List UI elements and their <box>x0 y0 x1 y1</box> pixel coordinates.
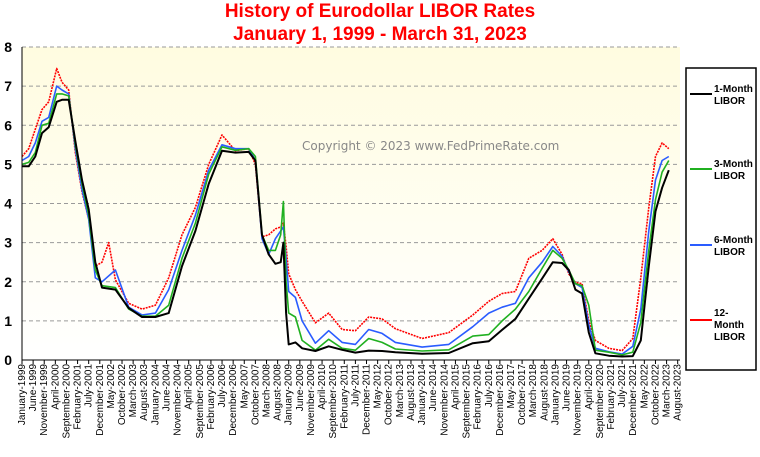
x-tick-label: January-2004 <box>150 364 161 426</box>
x-tick-label: September-2020 <box>595 364 606 439</box>
x-tick-label: July-2021 <box>617 364 628 408</box>
x-tick-label: December-2016 <box>495 364 506 436</box>
x-tick-label: December-2021 <box>628 364 639 436</box>
y-tick-label: 3 <box>4 235 12 251</box>
x-tick-label: November-1999 <box>39 364 50 436</box>
legend-label: 1-Month <box>714 84 753 95</box>
chart-title: History of Eurodollar LIBOR Rates <box>224 1 536 22</box>
x-tick-label: January-2014 <box>417 364 428 426</box>
x-tick-label: February-2011 <box>339 364 350 429</box>
x-tick-label: September-2010 <box>328 364 339 439</box>
y-tick-label: 1 <box>4 313 12 329</box>
x-tick-label: March-2018 <box>528 364 539 418</box>
y-tick-label: 2 <box>4 274 12 290</box>
x-tick-label: December-2011 <box>362 364 373 435</box>
y-tick-label: 7 <box>4 78 12 94</box>
x-tick-label: June-1999 <box>28 364 39 412</box>
x-tick-label: September-2015 <box>462 364 473 439</box>
x-tick-label: July-2016 <box>484 364 495 408</box>
x-tick-label: April-2005 <box>184 364 195 410</box>
x-tick-label: April-2000 <box>50 364 61 410</box>
x-tick-label: October-2002 <box>117 364 128 426</box>
x-tick-label: May-2022 <box>639 364 650 409</box>
x-tick-label: March-2003 <box>128 364 139 418</box>
x-tick-label: January-1999 <box>17 364 28 426</box>
x-tick-label: August-2008 <box>273 364 284 421</box>
series-line <box>22 98 670 358</box>
x-tick-label: December-2001 <box>95 364 106 436</box>
x-tick-label: April-2010 <box>317 364 328 410</box>
legend: 1-MonthLIBOR3-MonthLIBOR6-MonthLIBOR12-M… <box>690 84 753 343</box>
y-tick-label: 0 <box>4 352 12 368</box>
legend-label: LIBOR <box>714 96 746 107</box>
x-tick-label: October-2022 <box>650 364 661 426</box>
x-tick-label: January-2019 <box>550 364 561 426</box>
legend-label: 6-Month <box>714 235 753 246</box>
x-tick-label: July-2001 <box>84 364 95 408</box>
legend-label: LIBOR <box>714 332 746 343</box>
x-tick-label: September-2005 <box>195 364 206 439</box>
x-tick-label: May-2007 <box>239 364 250 409</box>
copyright-watermark: Copyright © 2023 www.FedPrimeRate.com <box>302 139 559 153</box>
gridlines <box>22 46 680 322</box>
x-tick-label: August-2023 <box>673 364 684 421</box>
x-tick-label: April-2020 <box>584 364 595 410</box>
legend-label: LIBOR <box>714 171 746 182</box>
x-tick-label: June-2019 <box>562 364 573 412</box>
x-tick-label: March-2023 <box>662 364 673 418</box>
x-tick-label: February-2021 <box>606 364 617 430</box>
x-tick-label: May-2002 <box>106 364 117 409</box>
x-tick-label: July-2011 <box>350 364 361 407</box>
x-tick-label: June-2014 <box>428 364 439 412</box>
x-tick-label: December-2006 <box>228 364 239 436</box>
x-tick-label: November-2004 <box>173 364 184 436</box>
x-tick-label: February-2016 <box>473 364 484 430</box>
x-tick-label: October-2017 <box>517 364 528 426</box>
x-tick-label: February-2006 <box>206 364 217 430</box>
x-tick-label: November-2019 <box>573 364 584 436</box>
y-axis-ticks: 0 1 2 3 4 5 6 7 8 <box>4 39 12 368</box>
x-tick-label: August-2018 <box>539 364 550 421</box>
x-tick-label: February-2001 <box>73 364 84 430</box>
x-tick-label: January-2009 <box>284 364 295 426</box>
x-tick-label: July-2006 <box>217 364 228 408</box>
y-tick-label: 4 <box>4 196 12 212</box>
y-tick-label: 6 <box>4 117 12 133</box>
y-tick-label: 5 <box>4 156 12 172</box>
x-tick-label: August-2003 <box>139 364 150 421</box>
x-tick-label: November-2009 <box>306 364 317 436</box>
chart-subtitle: January 1, 1999 - March 31, 2023 <box>233 24 527 45</box>
x-tick-label: September-2000 <box>61 364 72 439</box>
x-tick-label: May-2012 <box>373 364 384 409</box>
legend-label: LIBOR <box>714 247 746 258</box>
x-tick-label: March-2013 <box>395 364 406 418</box>
y-tick-label: 8 <box>4 39 12 55</box>
x-axis-ticks: January-1999 June-1999 November-1999 April-… <box>17 360 684 439</box>
x-tick-label: June-2009 <box>295 364 306 412</box>
x-tick-label: November-2014 <box>439 364 450 436</box>
legend-label: 3-Month <box>714 159 753 170</box>
x-tick-label: May-2017 <box>506 364 517 409</box>
legend-label: Month <box>714 320 744 331</box>
x-tick-label: June-2004 <box>161 364 172 412</box>
x-tick-label: March-2008 <box>261 364 272 418</box>
x-tick-label: October-2007 <box>250 364 261 426</box>
series-lines <box>21 67 670 358</box>
x-tick-label: August-2013 <box>406 364 417 421</box>
x-tick-label: October-2012 <box>384 364 395 426</box>
x-tick-label: April-2015 <box>450 364 461 410</box>
legend-label: 12- <box>714 308 728 319</box>
